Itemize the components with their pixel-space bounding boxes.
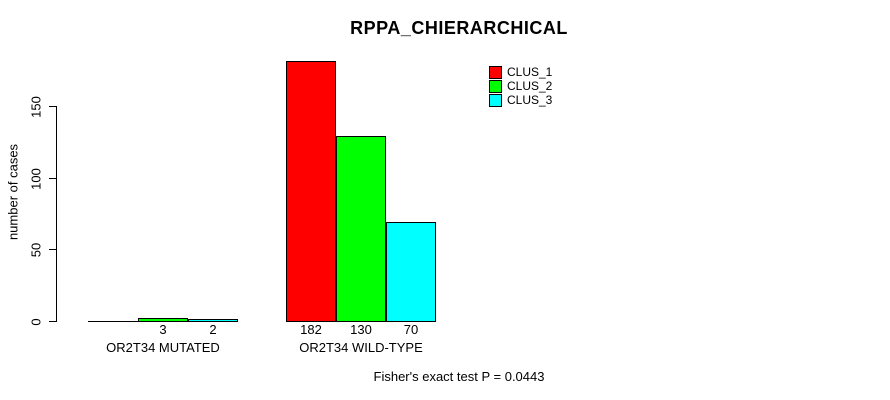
bar-value-label: 3: [159, 322, 167, 337]
y-axis-tick: [49, 106, 57, 107]
bar-value-label: 2: [209, 322, 217, 337]
bar-value-label: 182: [300, 322, 322, 337]
legend-swatch-icon: [489, 65, 502, 79]
y-axis-tick-label: 0: [28, 318, 44, 326]
legend-label: CLUS_3: [507, 93, 553, 107]
legend: CLUS_1 CLUS_2 CLUS_3: [489, 65, 552, 107]
legend-swatch-icon: [489, 93, 502, 107]
bar-clus_1-group2: [286, 61, 336, 322]
y-axis-label: number of cases: [5, 143, 21, 241]
category-label: OR2T34 MUTATED: [106, 340, 220, 355]
y-axis-tick-label: 50: [28, 242, 44, 258]
legend-row: CLUS_1: [489, 65, 552, 79]
bar-value-label: 70: [403, 322, 419, 337]
bar-clus_2-group1: [138, 318, 188, 322]
legend-row: CLUS_2: [489, 79, 552, 93]
bar-value-label: 130: [350, 322, 372, 337]
bar-clus_3-group2: [386, 222, 436, 322]
category-label: OR2T34 WILD-TYPE: [299, 340, 423, 355]
y-axis-tick: [49, 178, 57, 179]
legend-label: CLUS_2: [507, 79, 553, 93]
legend-swatch-icon: [489, 79, 502, 93]
y-axis-tick-label: 100: [28, 168, 44, 190]
chart-title: RPPA_CHIERARCHICAL: [350, 18, 568, 38]
y-axis-tick: [49, 321, 57, 322]
legend-label: CLUS_1: [507, 65, 553, 79]
y-axis-line: [56, 107, 57, 322]
bar-clus_3-group1: [188, 319, 238, 322]
y-axis-tick: [49, 249, 57, 250]
legend-row: CLUS_3: [489, 93, 552, 107]
bar-clus_2-group2: [336, 136, 386, 322]
y-axis-tick-label: 150: [28, 96, 44, 118]
stats-annotation: Fisher's exact test P = 0.0443: [373, 369, 545, 384]
